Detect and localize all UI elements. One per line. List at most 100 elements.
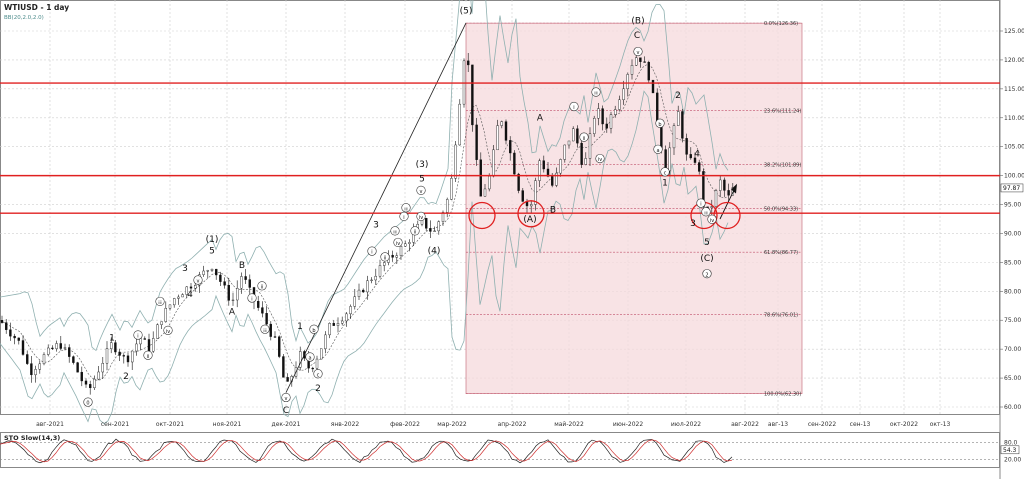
- candle-body: [399, 246, 403, 256]
- candle-body: [492, 149, 495, 177]
- candle-body: [156, 324, 159, 339]
- candle-body: [227, 285, 231, 301]
- candle-body: [479, 159, 482, 197]
- price-tick-label: 80.00: [1004, 288, 1021, 295]
- candle-body: [500, 121, 503, 126]
- wave-label-ring: [309, 324, 319, 334]
- stoch-tick-label: 20.00: [1004, 456, 1021, 463]
- candle-body: [231, 299, 235, 301]
- wave-label-ring: [401, 203, 411, 213]
- wave-label-ring: [696, 198, 706, 208]
- wave-label: A: [229, 307, 236, 317]
- candle-body: [647, 61, 650, 81]
- stoch-panel-frame: [0, 432, 1000, 468]
- candle-body: [656, 92, 659, 123]
- candle-body: [311, 367, 314, 370]
- projection-arrowhead: [731, 183, 737, 194]
- candle-body: [563, 144, 566, 160]
- wave-label-ring: [595, 153, 605, 164]
- candle-body: [345, 313, 348, 322]
- wave-label: i: [137, 334, 138, 340]
- candle-body: [47, 347, 50, 355]
- candle-body: [210, 268, 214, 271]
- candle-body: [685, 138, 688, 155]
- candle-body: [76, 362, 79, 373]
- wave-label: ii: [414, 229, 417, 235]
- candle-body: [719, 179, 722, 191]
- candle-body: [185, 286, 189, 295]
- wave-label-ring: [633, 46, 643, 57]
- wave-label: (A): [523, 215, 536, 225]
- candle-body: [164, 308, 168, 322]
- wave-label-ring: [393, 237, 403, 248]
- wave-label-ring: [305, 352, 315, 362]
- candle-body: [257, 301, 260, 308]
- wave-label-ring: [707, 214, 717, 224]
- candle-body: [261, 307, 264, 314]
- stoch-tick-label: 80.0: [1004, 440, 1018, 447]
- time-tick-label: май-2022: [554, 421, 584, 428]
- candle-body: [109, 342, 113, 349]
- candle-body: [668, 147, 671, 172]
- price-tick-label: 85.00: [1004, 259, 1021, 266]
- time-tick-label: апр-2022: [498, 421, 527, 428]
- wave-label: iii: [704, 210, 707, 215]
- wave-label: B: [239, 261, 245, 271]
- wave-label: v: [285, 396, 288, 402]
- wave-label: 0: [86, 401, 89, 407]
- candle-body: [93, 378, 96, 389]
- candle-body: [530, 204, 533, 207]
- wave-label-ring: [367, 246, 377, 256]
- candle-body: [160, 321, 163, 325]
- wave-label-ring: [462, 0, 470, 2]
- fib-label: 100.0%(62.30): [764, 392, 801, 398]
- candle-body: [101, 363, 105, 373]
- price-tick-label: 100.00: [1004, 173, 1024, 180]
- candle-body: [622, 88, 625, 101]
- wave-label: v: [637, 50, 640, 56]
- wave-label-ring: [281, 392, 291, 403]
- candle-body: [114, 342, 117, 353]
- time-tick-label: авг-13: [768, 421, 788, 428]
- bollinger-bands: [0, 0, 729, 425]
- candle-body: [130, 350, 134, 363]
- candle-body: [38, 363, 41, 370]
- candle-body: [689, 154, 692, 159]
- time-tick-label: окт-2022: [890, 421, 918, 428]
- time-tick-label: окт-13: [930, 421, 951, 428]
- time-tick-label: сен-2021: [101, 421, 130, 428]
- candle-body: [223, 281, 226, 286]
- fib-label: 61.8%(86.77): [764, 250, 798, 256]
- candle-body: [88, 384, 92, 389]
- candle-body: [513, 152, 516, 175]
- wave-label: iv: [166, 329, 170, 335]
- candle-body: [172, 298, 176, 306]
- wave-label: 3: [373, 221, 379, 231]
- candle-body: [244, 276, 247, 280]
- candle-body: [450, 178, 453, 200]
- candle-body: [324, 334, 327, 349]
- wave-label: i: [251, 297, 252, 303]
- candle-body: [672, 125, 676, 149]
- wave-label: 4: [187, 290, 193, 300]
- candle-body: [483, 188, 487, 197]
- candle-body: [168, 304, 172, 309]
- candle-body: [63, 347, 67, 349]
- highlight-circle: [468, 201, 496, 230]
- candle-body: [378, 265, 382, 277]
- candle-body: [593, 118, 596, 134]
- wave-label: ii: [384, 255, 387, 261]
- candle-body: [471, 64, 474, 126]
- wave-label-ring: [416, 211, 426, 221]
- candle-body: [677, 111, 680, 126]
- candle-body: [437, 221, 440, 232]
- wave-label-ring: [416, 185, 426, 195]
- price-axis: 125.00 120.00 115.00 110.00 105.00 100.00 95.0…: [1000, 28, 1024, 411]
- candle-body: [693, 157, 697, 163]
- wave-label: (3): [416, 160, 429, 170]
- wave-label: 2: [705, 272, 708, 278]
- price-tick-label: 125.00: [1004, 28, 1024, 35]
- fib-label: 50.0%(94.33): [764, 206, 798, 212]
- price-tick-label: 110.00: [1004, 115, 1024, 122]
